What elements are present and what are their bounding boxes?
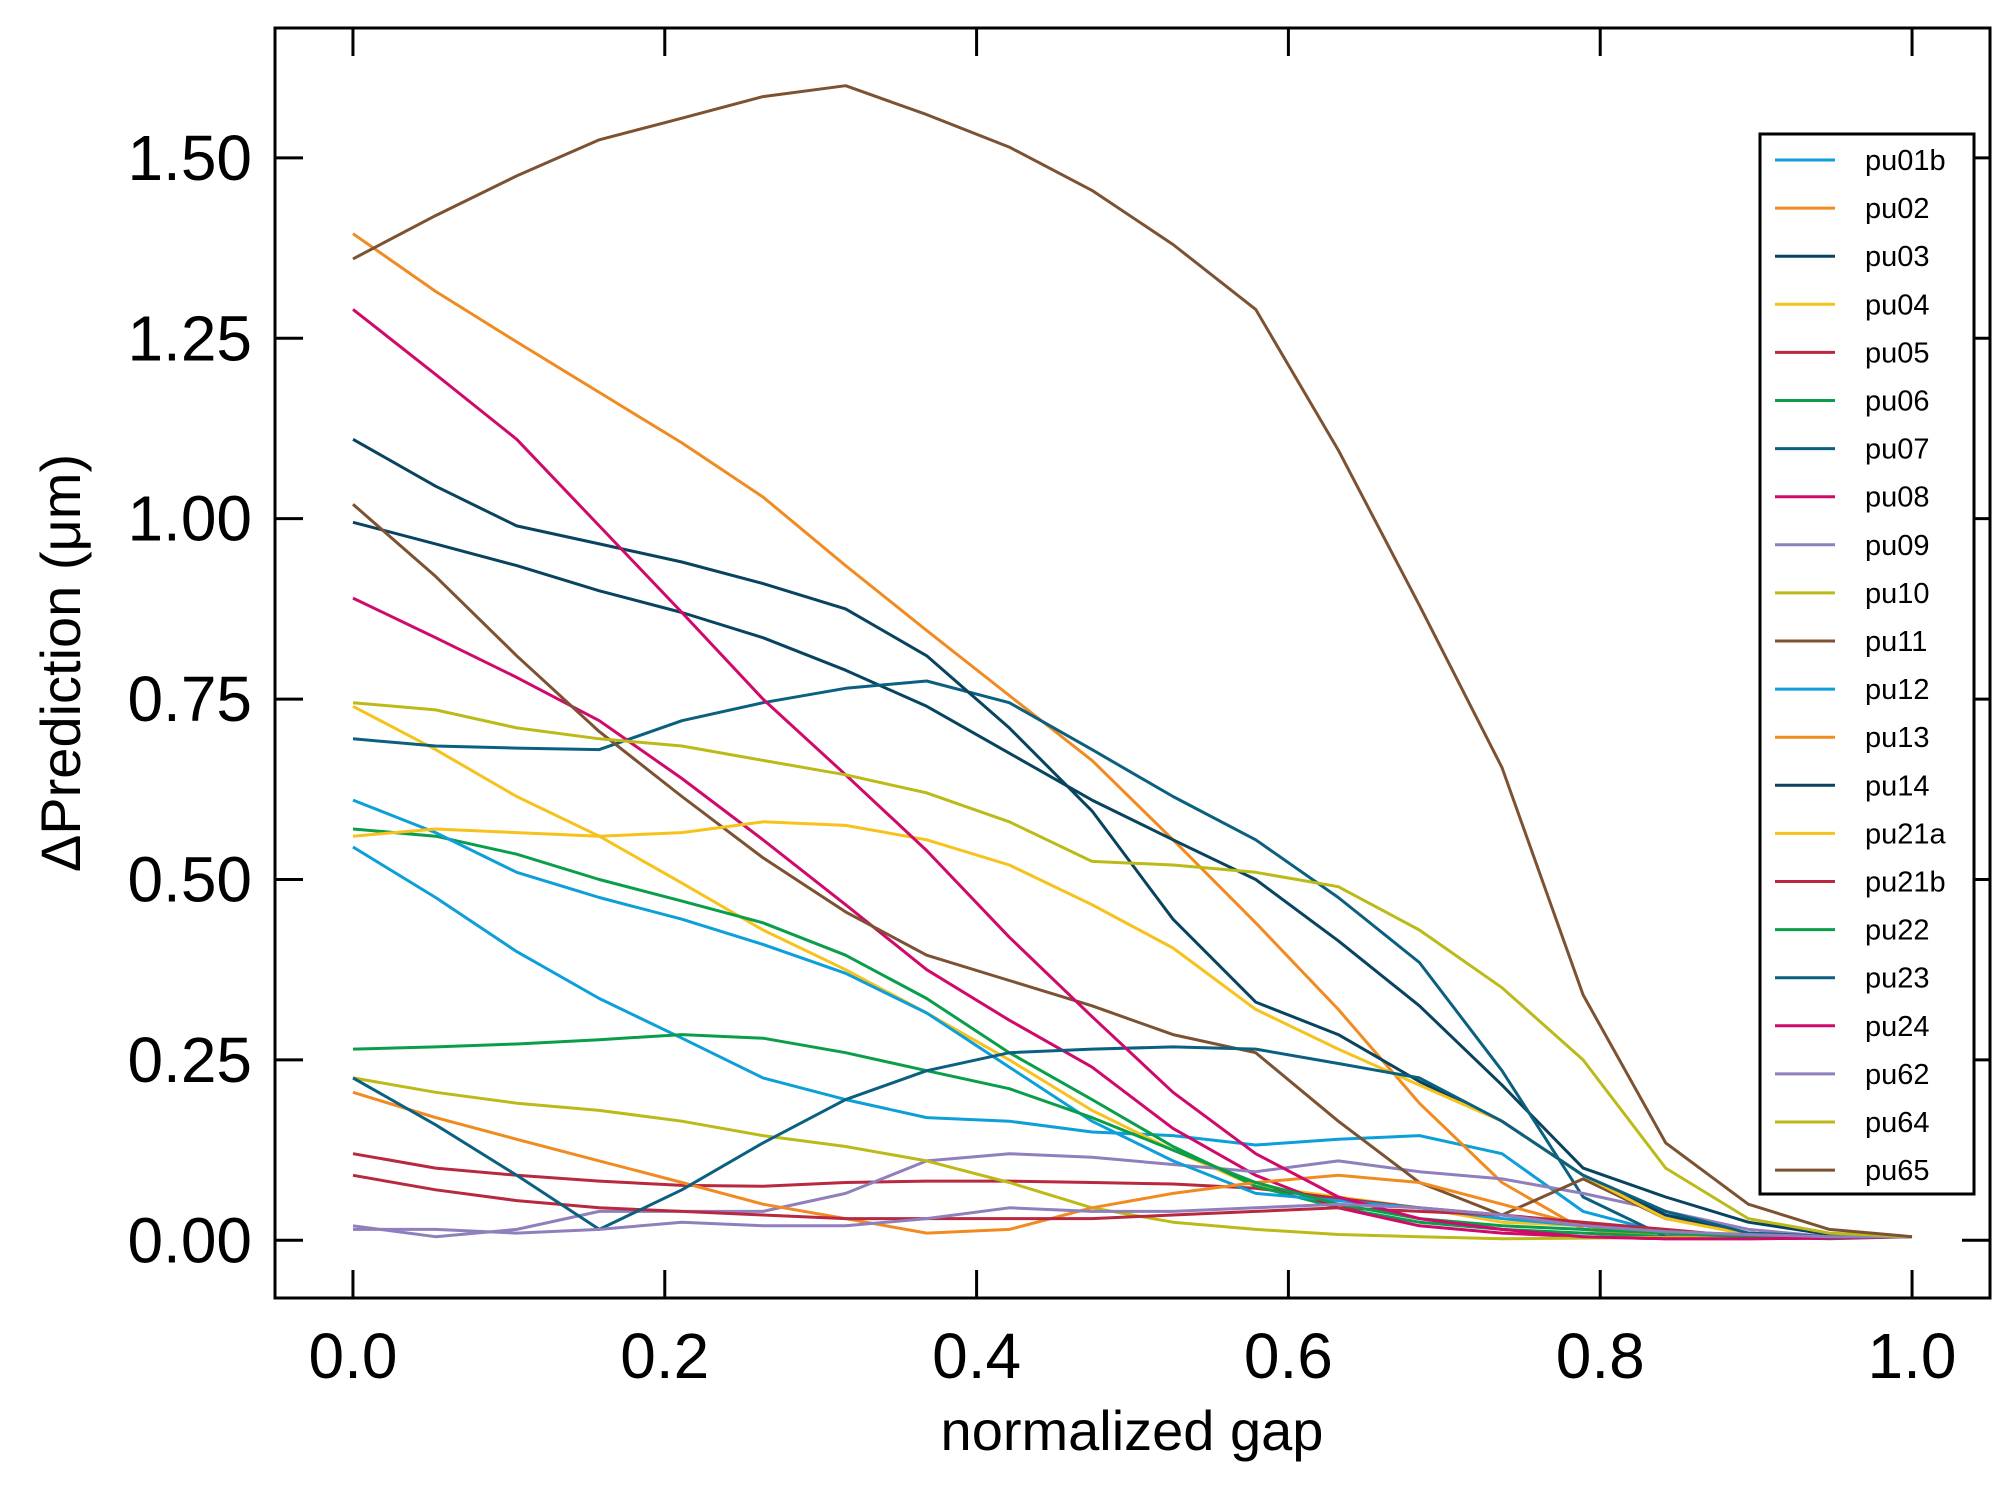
series-line-pu24 (352, 308, 1913, 1241)
x-tick-label: 0.2 (620, 1320, 709, 1392)
legend-label: pu62 (1865, 1059, 1930, 1091)
series-line-pu21a (352, 820, 1912, 1239)
legend-label: pu05 (1865, 337, 1930, 369)
legend-label: pu09 (1865, 530, 1930, 562)
series-line-pu22 (352, 1033, 1912, 1239)
y-axis-label: ΔPrediction (μm) (29, 454, 92, 872)
legend-item-pu09: pu09 (1775, 530, 1930, 562)
legend-item-pu08: pu08 (1775, 482, 1930, 514)
legend-label: pu65 (1865, 1155, 1930, 1187)
series-line-pu05 (352, 1152, 1913, 1239)
x-tick-label: 0.4 (932, 1320, 1021, 1392)
legend-label: pu21a (1865, 818, 1947, 850)
legend-item-pu24: pu24 (1775, 1011, 1930, 1043)
x-tick-label: 0.8 (1556, 1320, 1645, 1392)
legend-item-pu62: pu62 (1775, 1059, 1930, 1091)
legend-item-pu21b: pu21b (1775, 867, 1946, 899)
legend-item-pu64: pu64 (1775, 1107, 1930, 1139)
legend-label: pu03 (1865, 241, 1930, 273)
y-tick-label: 0.00 (127, 1204, 252, 1276)
legend-item-pu06: pu06 (1775, 386, 1930, 418)
legend-item-pu22: pu22 (1775, 915, 1930, 947)
legend-label: pu11 (1865, 626, 1927, 658)
legend-item-pu65: pu65 (1775, 1155, 1930, 1187)
legend-item-pu10: pu10 (1775, 578, 1930, 610)
legend-label: pu64 (1865, 1107, 1930, 1139)
legend-box (1758, 132, 1976, 1196)
legend-item-pu21a: pu21a (1775, 818, 1947, 850)
legend-item-pu23: pu23 (1775, 963, 1930, 995)
plot-frame (273, 26, 1992, 1300)
legend-label: pu07 (1865, 434, 1930, 466)
legend-item-pu13: pu13 (1775, 722, 1930, 754)
y-tick-label: 0.25 (127, 1024, 252, 1096)
x-tick-label: 0.0 (308, 1320, 397, 1392)
legend-item-pu14: pu14 (1775, 770, 1930, 802)
series-line-pu23 (352, 1045, 1912, 1239)
legend-label: pu21b (1865, 867, 1946, 899)
legend-label: pu12 (1865, 674, 1930, 706)
legend-label: pu13 (1865, 722, 1930, 754)
y-tick-label: 0.50 (127, 843, 252, 915)
series-line-pu11 (352, 503, 1912, 1239)
legend-label: pu04 (1865, 289, 1930, 321)
legend-label: pu24 (1865, 1011, 1930, 1043)
legend-label: pu06 (1865, 386, 1930, 418)
series-line-pu62 (353, 1202, 1912, 1239)
legend-item-pu07: pu07 (1775, 434, 1930, 466)
legend: pu01b pu02 pu03 pu04 pu05 pu06 pu07 pu08 pu09 pu1… (1758, 132, 1976, 1196)
legend-label: pu10 (1865, 578, 1930, 610)
x-tick-labels: 0.0 0.2 0.4 0.6 0.8 1.0 (308, 1320, 1956, 1392)
y-tick-label: 1.50 (127, 122, 252, 194)
legend-item-pu03: pu03 (1775, 241, 1930, 273)
series-line-pu03 (352, 520, 1913, 1239)
legend-item-pu01b: pu01b (1775, 145, 1946, 177)
y-tick-labels: 0.00 0.25 0.50 0.75 1.00 1.25 1.50 (127, 122, 252, 1276)
series-line-pu09 (352, 1152, 1912, 1239)
legend-item-pu02: pu02 (1775, 193, 1930, 225)
legend-item-pu05: pu05 (1775, 337, 1930, 369)
x-tick-label: 1.0 (1868, 1320, 1957, 1392)
series-line-pu14 (352, 437, 1912, 1239)
legend-label: pu22 (1865, 915, 1930, 947)
x-tick-label: 0.6 (1244, 1320, 1333, 1392)
legend-label: pu23 (1865, 963, 1930, 995)
x-axis-label: normalized gap (941, 1399, 1324, 1462)
legend-item-pu04: pu04 (1775, 289, 1930, 321)
y-tick-label: 0.75 (127, 663, 252, 735)
series-line-pu64 (352, 701, 1913, 1239)
legend-label: pu14 (1865, 770, 1930, 802)
series-line-pu02 (352, 232, 1912, 1239)
series-line-pu21b (352, 1173, 1912, 1239)
legend-item-pu12: pu12 (1775, 674, 1930, 706)
legend-items: pu01b pu02 pu03 pu04 pu05 pu06 pu07 pu08 pu09 pu1… (1775, 145, 1947, 1187)
y-tick-label: 1.00 (127, 483, 252, 555)
series-line-pu65 (352, 84, 1913, 1239)
legend-label: pu01b (1865, 145, 1946, 177)
series-layer (352, 84, 1913, 1241)
y-tick-label: 1.25 (127, 302, 252, 374)
legend-item-pu11: pu11 (1775, 626, 1927, 658)
legend-label: pu08 (1865, 482, 1930, 514)
legend-label: pu02 (1865, 193, 1930, 225)
